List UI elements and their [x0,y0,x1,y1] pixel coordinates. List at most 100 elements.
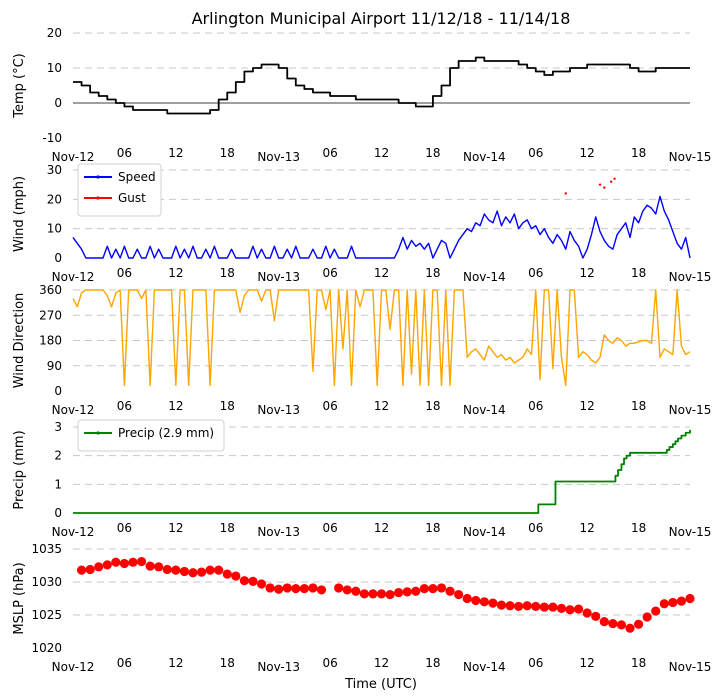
wind-legend-label: Speed [118,170,156,184]
mslp-point [651,606,661,616]
mslp-xtick-label: Nov-12 [52,660,95,674]
panel-wdir: 0 90 180 270 360 Nov-12 06 12 18 Nov-13 06 12 18 Nov-… [12,283,711,417]
mslp-xtick-label: 12 [374,656,389,670]
mslp-ytick-label: 1020 [31,641,62,655]
wdir-xtick-label: 18 [631,399,646,413]
mslp-point [214,565,224,575]
wdir-ytick-label: 0 [54,384,62,398]
mslp-point [136,556,147,567]
mslp-point [145,561,155,571]
wind-xtick-label: Nov-13 [257,270,300,284]
mslp-point [376,589,387,599]
mslp-point [299,584,309,594]
temp-xtick-label: Nov-12 [52,150,95,164]
mslp-point [522,601,532,611]
mslp-point [642,612,652,622]
mslp-point [171,565,181,575]
mslp-point [591,611,601,621]
mslp-point [154,562,164,572]
temp-xtick-label: 12 [374,146,389,160]
mslp-point [256,579,267,589]
precip-legend: Precip (2.9 mm) [77,419,225,452]
wind-xtick-label: Nov-15 [669,270,712,284]
mslp-point [685,593,695,604]
chart-panels: -10 0 1020 Nov-12 06 12 18 Nov-13 06 12 18 Nov-14 06… [12,26,711,674]
mslp-point [316,585,327,595]
mslp-point [85,564,95,575]
temp-xtick-label: 06 [117,146,132,160]
temp-xtick-label: 18 [631,146,646,160]
temp-ytick-label: -10 [42,131,62,145]
wind-legend: Speed Gust [77,163,162,217]
precip-xtick-label: Nov-12 [52,525,95,539]
mslp-ytick-label: 1030 [31,575,62,589]
temp-y-axis-label: Temp (°C) [12,53,27,119]
wind-xtick-label: 06 [528,266,543,280]
temp-xtick-label: 18 [425,146,440,160]
wdir-xtick-label: Nov-13 [257,403,300,417]
mslp-xtick-label: 18 [631,656,646,670]
precip-legend-marker [96,431,100,435]
precip-xtick-label: Nov-14 [463,525,506,539]
wind-xtick-label: Nov-12 [52,270,95,284]
mslp-point [239,576,249,586]
wdir-xtick-label: Nov-15 [669,403,712,417]
wdir-xtick-label: 12 [580,399,595,413]
mslp-point [188,568,198,578]
mslp-point [308,583,318,593]
mslp-point [128,557,138,567]
precip-xtick-label: 12 [168,521,183,535]
mslp-point [162,564,172,575]
mslp-point [659,599,669,609]
mslp-point [291,584,301,594]
wdir-xtick-label: 06 [322,399,337,413]
x-axis-label: Time (UTC) [344,677,417,692]
precip-xtick-label: 18 [425,521,440,535]
precip-xtick-label: 06 [528,521,543,535]
wdir-xtick-label: 12 [374,399,389,413]
wdir-xtick-label: Nov-12 [52,403,95,417]
panel-wind: 0 10 20 30 Nov-12 06 12 18 Nov-13 06 12 18 Nov-14 06 1… [12,163,711,284]
mslp-xtick-label: 12 [168,656,183,670]
wind-gust-point [598,183,602,186]
mslp-point [76,565,87,575]
mslp-point [599,617,609,627]
chart-title: Arlington Municipal Airport 11/12/18 - 1… [192,9,571,28]
mslp-point [274,584,284,594]
mslp-point [205,565,215,575]
mslp-point [385,589,395,600]
wind-gust-point [603,186,606,189]
panel-mslp: 1020 1025 1030 1035 Nov-12 06 12 18 Nov-13 06 12 18… [12,542,711,674]
wind-ytick-label: 10 [47,222,62,236]
mslp-point [119,558,130,569]
precip-xtick-label: 18 [631,521,646,535]
mslp-point [265,583,275,593]
precip-xtick-label: 12 [374,521,389,535]
mslp-point [394,587,404,598]
mslp-point [196,567,207,577]
mslp-point [411,586,421,596]
mslp-point [668,597,678,608]
temp-xtick-label: 06 [528,146,543,160]
mslp-point [479,597,489,607]
wdir-ytick-label: 360 [39,283,62,297]
temp-xtick-label: Nov-14 [463,150,506,164]
wind-gust-point [609,180,613,183]
mslp-point [488,598,498,608]
precip-xtick-label: 18 [220,521,235,535]
mslp-point [471,595,481,606]
wind-ytick-label: 0 [54,251,62,265]
mslp-ytick-label: 1035 [31,542,62,556]
precip-legend-label: Precip (2.9 mm) [118,426,214,440]
mslp-point [462,593,472,604]
mslp-point [282,583,292,593]
temp-xtick-label: 06 [322,146,337,160]
mslp-point [248,576,258,586]
mslp-series-mslp [76,556,695,633]
precip-ytick-label: 0 [54,506,62,520]
precip-xtick-label: Nov-15 [669,525,712,539]
wind-y-axis-label: Wind (mph) [12,176,27,252]
wind-gust-point [564,192,567,195]
